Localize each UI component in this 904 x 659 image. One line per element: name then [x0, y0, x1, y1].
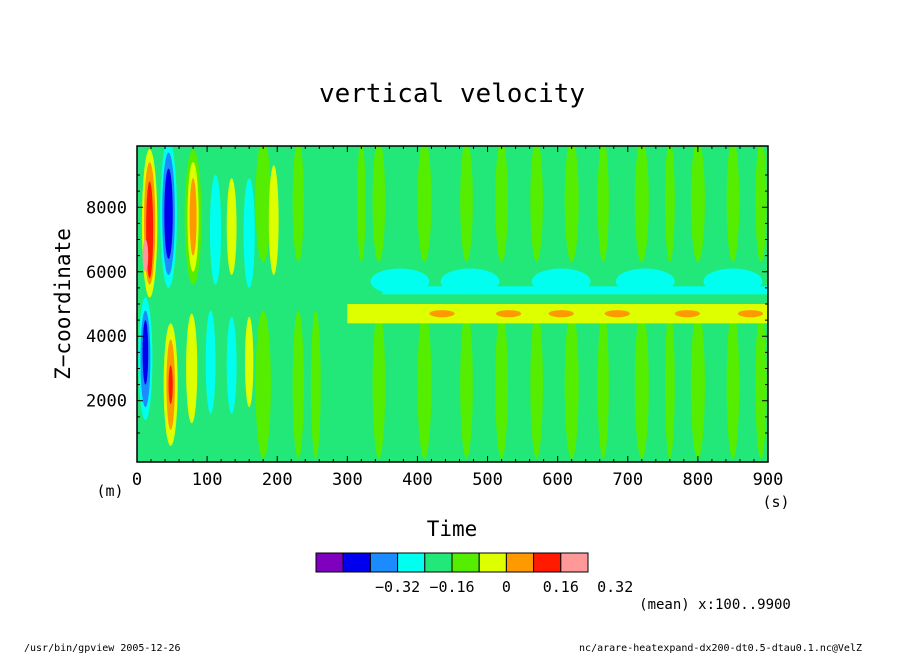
- positive-cell: [530, 310, 543, 459]
- x-tick-label: 800: [683, 470, 714, 490]
- negative-cell: [209, 175, 222, 285]
- positive-cell: [737, 310, 764, 318]
- x-tick-label: 0: [132, 470, 142, 490]
- negative-cell: [243, 178, 255, 288]
- positive-cell: [460, 310, 473, 459]
- positive-cell: [168, 365, 173, 404]
- negative-cell: [440, 268, 500, 295]
- x-tick-label: 600: [542, 470, 573, 490]
- positive-cell: [372, 146, 386, 263]
- positive-cell: [255, 146, 271, 263]
- legend-swatch: [342, 552, 371, 573]
- negative-cell: [164, 168, 173, 259]
- positive-cell: [604, 310, 630, 318]
- negative-cell: [205, 310, 216, 414]
- contour-field: [137, 146, 768, 462]
- x-tick-label: 700: [612, 470, 643, 490]
- positive-cell: [726, 146, 740, 263]
- positive-cell: [530, 146, 543, 263]
- positive-cell: [189, 178, 197, 256]
- positive-cell: [664, 310, 675, 459]
- x-unit-label: (s): [762, 493, 789, 511]
- negative-cell: [531, 268, 591, 295]
- positive-cell: [292, 146, 304, 263]
- positive-cell: [755, 146, 767, 263]
- legend-swatch: [505, 552, 535, 573]
- y-tick-label: 4000: [86, 327, 127, 347]
- y-tick-label: 8000: [86, 198, 127, 218]
- positive-cell: [664, 146, 675, 263]
- positive-cell: [495, 310, 508, 459]
- legend-label: 0.16: [543, 578, 579, 596]
- legend-swatch: [451, 552, 480, 573]
- positive-cell: [460, 146, 473, 263]
- positive-cell: [634, 146, 649, 263]
- positive-cell: [429, 310, 455, 318]
- positive-cell: [268, 165, 279, 275]
- y-axis: 2000 4000 6000 8000: [86, 174, 768, 434]
- positive-cell: [357, 146, 366, 263]
- positive-cell: [292, 310, 304, 459]
- negative-cell: [615, 268, 675, 295]
- positive-cell: [186, 313, 198, 424]
- legend-label: 0.32: [597, 578, 633, 596]
- negative-cell: [142, 320, 149, 385]
- legend-swatch: [369, 552, 399, 573]
- negative-cell: [703, 268, 763, 295]
- legend-swatch: [397, 552, 426, 573]
- positive-cell: [564, 146, 579, 263]
- x-tick-label: 100: [192, 470, 223, 490]
- legend-swatch: [424, 552, 453, 573]
- x-tick-label: 900: [753, 470, 784, 490]
- y-unit-label: (m): [96, 482, 123, 500]
- positive-cell: [372, 310, 386, 459]
- positive-cell: [690, 146, 705, 263]
- positive-cell: [548, 310, 574, 318]
- footer-left: /usr/bin/gpview 2005-12-26: [24, 643, 181, 654]
- positive-cell: [255, 310, 271, 459]
- positive-cell: [495, 310, 522, 318]
- negative-cell: [370, 268, 430, 295]
- positive-cell: [597, 310, 609, 459]
- legend-label: 0: [502, 578, 511, 596]
- positive-cell: [755, 310, 767, 459]
- x-axis: 0 100 200 300 400 500 600 700 800 900: [132, 146, 783, 490]
- color-legend: −0.32 −0.16 0 0.16 0.32: [315, 552, 633, 596]
- positive-cell: [597, 146, 609, 263]
- positive-cell: [142, 239, 149, 272]
- positive-cell: [634, 310, 649, 459]
- positive-cell: [564, 310, 579, 459]
- legend-swatch: [560, 552, 589, 573]
- positive-cell: [674, 310, 700, 318]
- x-tick-label: 200: [262, 470, 293, 490]
- negative-cell: [226, 316, 237, 414]
- chart-title: vertical velocity: [319, 79, 585, 109]
- y-tick-label: 6000: [86, 263, 127, 283]
- legend-swatch: [533, 552, 562, 573]
- y-tick-label: 2000: [86, 392, 127, 412]
- x-axis-label: Time: [427, 517, 478, 541]
- mean-annotation: (mean) x:100..9900: [639, 597, 791, 613]
- x-tick-label: 400: [402, 470, 433, 490]
- positive-cell: [244, 316, 254, 408]
- positive-cell: [226, 178, 237, 275]
- y-axis-label: Z−coordinate: [51, 228, 75, 380]
- legend-swatch: [478, 552, 507, 573]
- positive-cell: [726, 310, 740, 459]
- positive-cell: [495, 146, 508, 263]
- x-tick-label: 500: [472, 470, 503, 490]
- legend-swatch: [315, 552, 344, 573]
- positive-cell: [417, 310, 432, 459]
- positive-cell: [690, 310, 705, 459]
- legend-label: −0.16: [429, 578, 474, 596]
- positive-cell: [417, 146, 432, 263]
- x-tick-label: 300: [332, 470, 363, 490]
- legend-label: −0.32: [375, 578, 420, 596]
- footer-right: nc/arare-heatexpand-dx200-dt0.5-dtau0.1.…: [579, 643, 862, 654]
- positive-cell: [310, 310, 321, 459]
